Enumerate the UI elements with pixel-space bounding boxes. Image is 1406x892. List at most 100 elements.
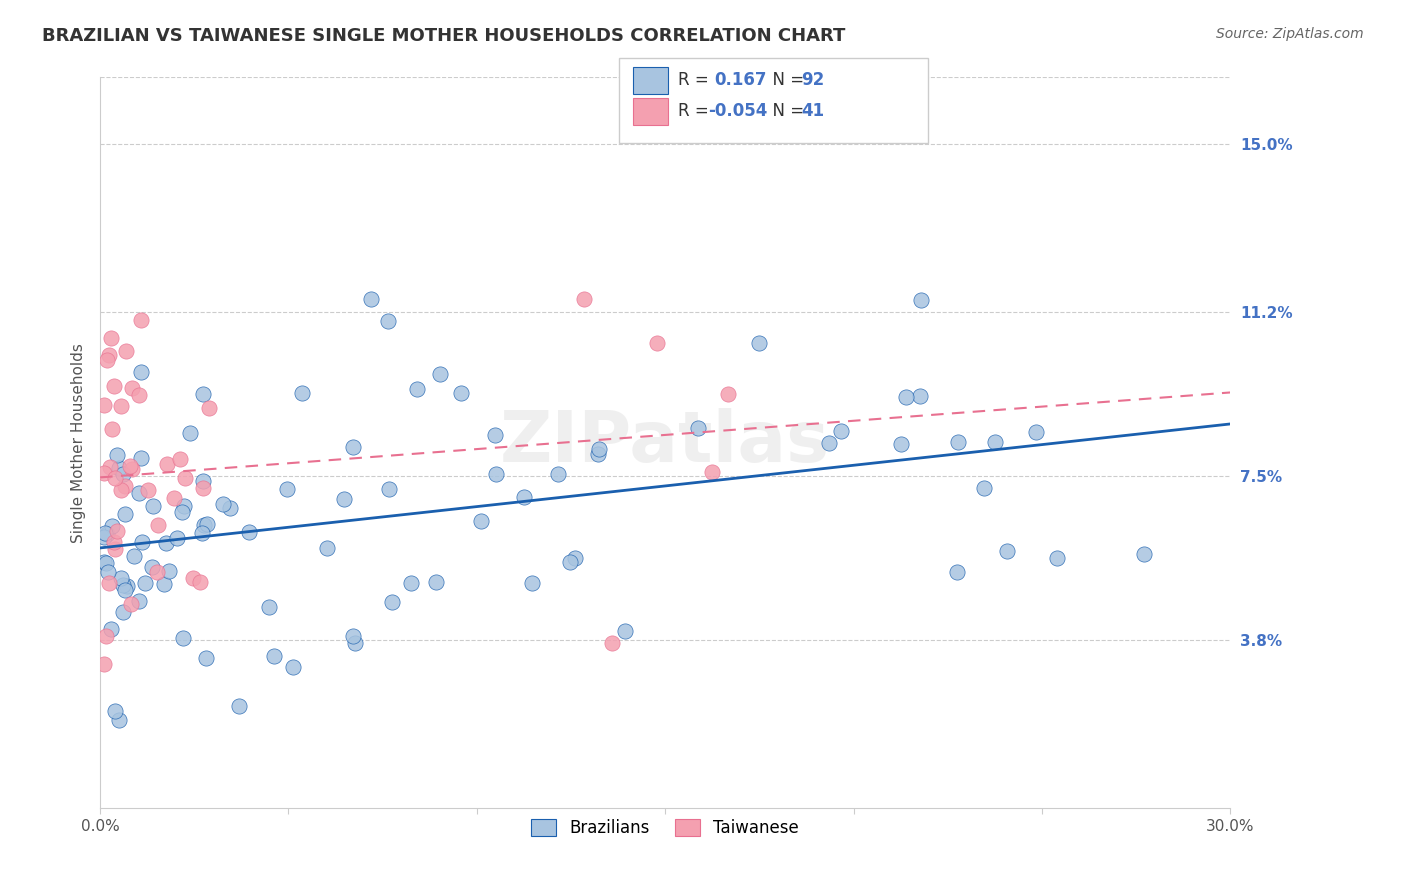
Text: R =: R =: [678, 71, 714, 89]
Point: [146, 565, 169, 579]
Point: [129, 450, 152, 465]
Point: [238, 524, 260, 539]
Point: [512, 490, 534, 504]
Point: [1046, 551, 1069, 566]
Point: [586, 447, 609, 461]
Text: -0.054: -0.054: [709, 103, 768, 120]
Point: [945, 565, 967, 579]
Point: [399, 575, 422, 590]
Point: [560, 555, 582, 569]
Point: [291, 385, 314, 400]
Point: [1025, 425, 1047, 440]
Point: [94, 556, 117, 570]
Point: [195, 516, 218, 531]
Point: [134, 576, 156, 591]
Point: [425, 575, 447, 590]
Point: [96, 353, 118, 368]
Point: [112, 467, 135, 481]
Point: [114, 507, 136, 521]
Point: [110, 483, 132, 497]
Point: [105, 448, 128, 462]
Text: N =: N =: [762, 71, 810, 89]
Point: [128, 388, 150, 402]
Point: [104, 471, 127, 485]
Point: [193, 387, 215, 401]
Point: [588, 442, 610, 457]
Point: [131, 313, 153, 327]
Point: [181, 571, 204, 585]
Point: [600, 636, 623, 650]
Point: [717, 386, 740, 401]
Point: [136, 483, 159, 497]
Y-axis label: Single Mother Households: Single Mother Households: [72, 343, 86, 543]
Point: [257, 600, 280, 615]
Point: [910, 293, 932, 307]
Point: [406, 382, 429, 396]
Point: [114, 479, 136, 493]
Point: [896, 390, 918, 404]
Point: [121, 381, 143, 395]
Point: [830, 424, 852, 438]
Point: [332, 492, 354, 507]
Point: [100, 623, 122, 637]
Text: R =: R =: [678, 103, 714, 120]
Text: N =: N =: [762, 103, 810, 120]
Point: [946, 434, 969, 449]
Point: [170, 505, 193, 519]
Point: [169, 452, 191, 467]
Point: [98, 460, 121, 475]
Point: [520, 576, 543, 591]
Point: [101, 422, 124, 436]
Point: [316, 541, 339, 555]
Point: [111, 605, 134, 619]
Point: [93, 555, 115, 569]
Point: [153, 576, 176, 591]
Point: [190, 525, 212, 540]
Point: [112, 578, 135, 592]
Point: [484, 428, 506, 442]
Point: [748, 336, 770, 351]
Point: [155, 536, 177, 550]
Point: [219, 500, 242, 515]
Point: [342, 440, 364, 454]
Point: [103, 379, 125, 393]
Point: [645, 335, 668, 350]
Point: [157, 564, 180, 578]
Point: [276, 482, 298, 496]
Point: [98, 576, 121, 591]
Point: [93, 657, 115, 671]
Text: 41: 41: [801, 103, 824, 120]
Point: [470, 514, 492, 528]
Point: [173, 499, 195, 513]
Point: [995, 544, 1018, 558]
Point: [702, 465, 724, 479]
Point: [817, 436, 839, 450]
Point: [110, 571, 132, 585]
Point: [131, 534, 153, 549]
Point: [191, 474, 214, 488]
Point: [94, 526, 117, 541]
Point: [120, 597, 142, 611]
Point: [450, 385, 472, 400]
Point: [104, 542, 127, 557]
Text: Source: ZipAtlas.com: Source: ZipAtlas.com: [1216, 27, 1364, 41]
Point: [142, 499, 165, 513]
Point: [429, 368, 451, 382]
Point: [485, 467, 508, 481]
Point: [103, 535, 125, 549]
Point: [984, 435, 1007, 450]
Point: [114, 583, 136, 598]
Point: [128, 594, 150, 608]
Text: BRAZILIAN VS TAIWANESE SINGLE MOTHER HOUSEHOLDS CORRELATION CHART: BRAZILIAN VS TAIWANESE SINGLE MOTHER HOU…: [42, 27, 845, 45]
Point: [94, 629, 117, 643]
Point: [377, 314, 399, 328]
Point: [104, 704, 127, 718]
Point: [108, 713, 131, 727]
Point: [193, 517, 215, 532]
Legend: Brazilians, Taiwanese: Brazilians, Taiwanese: [524, 813, 806, 844]
Point: [93, 530, 115, 544]
Point: [93, 466, 115, 480]
Point: [141, 559, 163, 574]
Point: [128, 486, 150, 500]
Point: [228, 698, 250, 713]
